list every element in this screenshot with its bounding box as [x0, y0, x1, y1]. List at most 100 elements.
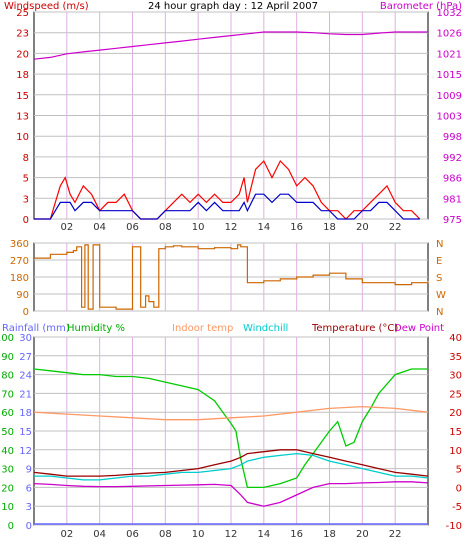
x-tick-label: 22 [389, 222, 402, 233]
windspeed-tick-label: 20 [16, 49, 29, 60]
temperature-tick-label: 20 [449, 408, 462, 419]
temperature-tick-label: -5 [452, 502, 462, 513]
series-mid [34, 244, 429, 310]
rainfall-ticks: 0 3 6 9 12 15 18 21 24 27 30 [19, 333, 32, 532]
humidity-tick-label: 80 [1, 371, 14, 382]
barometer-tick-label: 1032 [437, 8, 462, 19]
humidity-tick-label: 10 [1, 502, 14, 513]
x-tick-label: 22 [389, 529, 402, 540]
gust-line [34, 159, 421, 220]
temperature-tick-label: 30 [449, 371, 462, 382]
x-tick-label: 14 [257, 529, 270, 540]
x-tick-label: 14 [257, 222, 270, 233]
humidity-tick-label: 50 [1, 427, 14, 438]
temperature-tick-label: 40 [449, 333, 462, 344]
humidity-tick-label: 40 [1, 446, 14, 457]
humidity-tick-label: 30 [1, 465, 14, 476]
windspeed-tick-label: 0 [23, 215, 29, 226]
barometer-tick-label: 975 [443, 215, 462, 226]
temperature-line [33, 449, 429, 477]
x-tick-label: 04 [93, 222, 106, 233]
rainfall-tick-label: 21 [19, 389, 32, 400]
x-tick-label: 04 [93, 529, 106, 540]
series-bottom [33, 368, 429, 525]
temperature-tick-label: 5 [456, 465, 462, 476]
dewpoint-line [33, 481, 429, 507]
x-ticks-top: 02 04 06 08 10 12 14 16 18 20 22 [60, 222, 401, 233]
windspeed-tick-label: 25 [16, 8, 29, 19]
direction-line [34, 244, 429, 310]
x-tick-label: 06 [126, 529, 139, 540]
windspeed-tick-label: 13 [16, 112, 29, 123]
barometer-tick-label: 1003 [437, 112, 462, 123]
windspeed-tick-label: 23 [16, 29, 29, 40]
legend-label: Dew Point [394, 323, 444, 334]
direction-compass-tick-label: E [436, 256, 442, 267]
barometer-tick-label: 981 [443, 194, 462, 205]
x-tick-label: 02 [60, 222, 73, 233]
barometer-tick-label: 1015 [437, 70, 462, 81]
windspeed-tick-label: 3 [23, 194, 29, 205]
x-tick-label: 10 [192, 222, 205, 233]
x-tick-label: 18 [323, 222, 336, 233]
x-tick-label: 02 [60, 529, 73, 540]
panel-wind-barometer: 0 3 5 8 10 13 15 18 20 23 25 975 981 986 992 998 1003 10… [4, 1, 462, 233]
barometer-tick-label: 1026 [437, 29, 462, 40]
barometer-tick-label: 992 [443, 153, 462, 164]
x-tick-label: 16 [290, 222, 303, 233]
rainfall-tick-label: 30 [19, 333, 32, 344]
temperature-tick-label: 0 [456, 483, 462, 494]
humidity-tick-label: 100 [0, 333, 14, 344]
indoor-line [33, 405, 429, 421]
direction-degree-tick-label: 360 [10, 239, 29, 250]
windchill-line [34, 452, 429, 481]
humidity-tick-label: 0 [8, 521, 14, 532]
direction-compass-tick-label: N [436, 239, 443, 250]
x-tick-label: 10 [192, 529, 205, 540]
barometer-axis-label: Barometer (hPa) [380, 1, 462, 12]
windspeed-tick-label: 5 [23, 174, 29, 185]
x-tick-label: 20 [356, 222, 369, 233]
direction-degree-tick-label: 180 [10, 273, 29, 284]
humidity-line [33, 368, 428, 489]
x-tick-label: 12 [225, 222, 238, 233]
x-tick-label: 16 [290, 529, 303, 540]
x-tick-label: 18 [323, 529, 336, 540]
windspeed-tick-label: 10 [16, 132, 29, 143]
humidity-tick-label: 90 [1, 352, 14, 363]
temperature-tick-label: 25 [449, 389, 462, 400]
legend-label: Temperature (°C) [311, 323, 398, 334]
direction-compass-tick-label: S [436, 273, 442, 284]
barometer-tick-label: 1009 [437, 91, 462, 102]
x-tick-label: 06 [126, 222, 139, 233]
barometer-tick-label: 998 [443, 132, 462, 143]
barometer-line [33, 31, 428, 60]
series-top [33, 31, 428, 220]
legend-bottom: Rainfall (mm)Humidity % Indoor temp Windch… [2, 323, 444, 334]
barometer-ticks: 975 981 986 992 998 1003 1009 1015 1021 1026 1032 [437, 8, 462, 226]
windspeed-axis-label: Windspeed (m/s) [4, 1, 89, 12]
direction-degree-tick-label: 90 [16, 290, 29, 301]
direction-degree-tick-label: 0 [23, 307, 29, 318]
rainfall-tick-label: 3 [26, 502, 32, 513]
windspeed-tick-label: 8 [23, 153, 29, 164]
rainfall-tick-label: 6 [26, 483, 32, 494]
x-ticks-bottom: 02 04 06 08 10 12 14 16 18 20 22 [60, 529, 401, 540]
humidity-ticks: 0 10 20 30 40 50 60 70 80 90 100 [0, 333, 14, 532]
legend-label: Rainfall (mm) [2, 323, 70, 334]
legend-label: Humidity % [67, 323, 125, 334]
barometer-tick-label: 986 [443, 174, 462, 185]
direction-degree-tick-label: 270 [10, 256, 29, 267]
x-tick-label: 08 [159, 529, 172, 540]
direction-compass-tick-label: W [436, 290, 446, 301]
legend-label: Indoor temp [172, 323, 233, 334]
humidity-tick-label: 20 [1, 483, 14, 494]
barometer-tick-label: 1021 [437, 49, 462, 60]
chart-title: 24 hour graph day : 12 April 2007 [148, 1, 318, 12]
rainfall-tick-label: 18 [19, 408, 32, 419]
rainfall-tick-label: 24 [19, 371, 32, 382]
